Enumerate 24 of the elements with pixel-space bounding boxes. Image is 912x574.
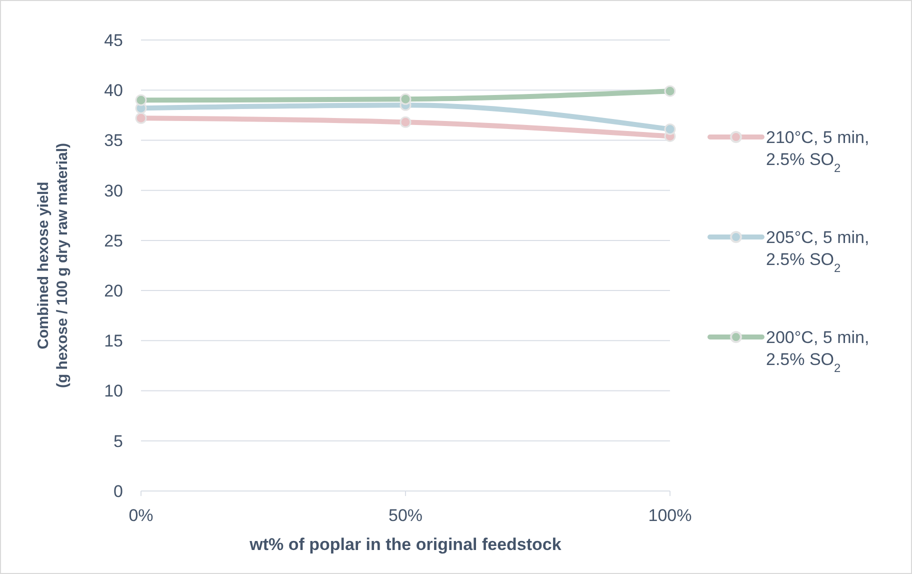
legend-label: 205°C, 5 min, 2.5% SO$_{2}$ [766,228,870,275]
y-tick-label: 30 [104,181,123,200]
y-tick-label: 15 [104,332,123,351]
y-tick-label: 35 [104,131,123,150]
y-tick-label: 40 [104,81,123,100]
point [664,123,676,135]
point [135,112,147,124]
y-axis-title: Combined hexose yield (g hexose / 100 g dry raw material) [35,142,71,388]
y-tick-label: 25 [104,231,123,250]
legend-label: 200°C, 5 min, 2.5% SO$_{2}$ [766,328,870,375]
point [135,94,147,106]
y-tick-label: 20 [104,282,123,301]
x-tick-label: 100% [648,506,692,525]
point [400,93,412,105]
point [664,85,676,97]
y-tick-label: 10 [104,382,123,401]
legend-label: 210°C, 5 min, 2.5% SO$_{2}$ [766,128,870,175]
y-tick-label: 45 [104,30,123,50]
y-tick-label: 5 [114,432,123,451]
x-tick-label: 0% [128,506,154,525]
x-axis-title: wt% of poplar in the original feedstock [248,535,562,554]
x-tick-label: 50% [388,506,423,525]
point [400,116,412,128]
y-tick-label: 0 [114,482,123,501]
